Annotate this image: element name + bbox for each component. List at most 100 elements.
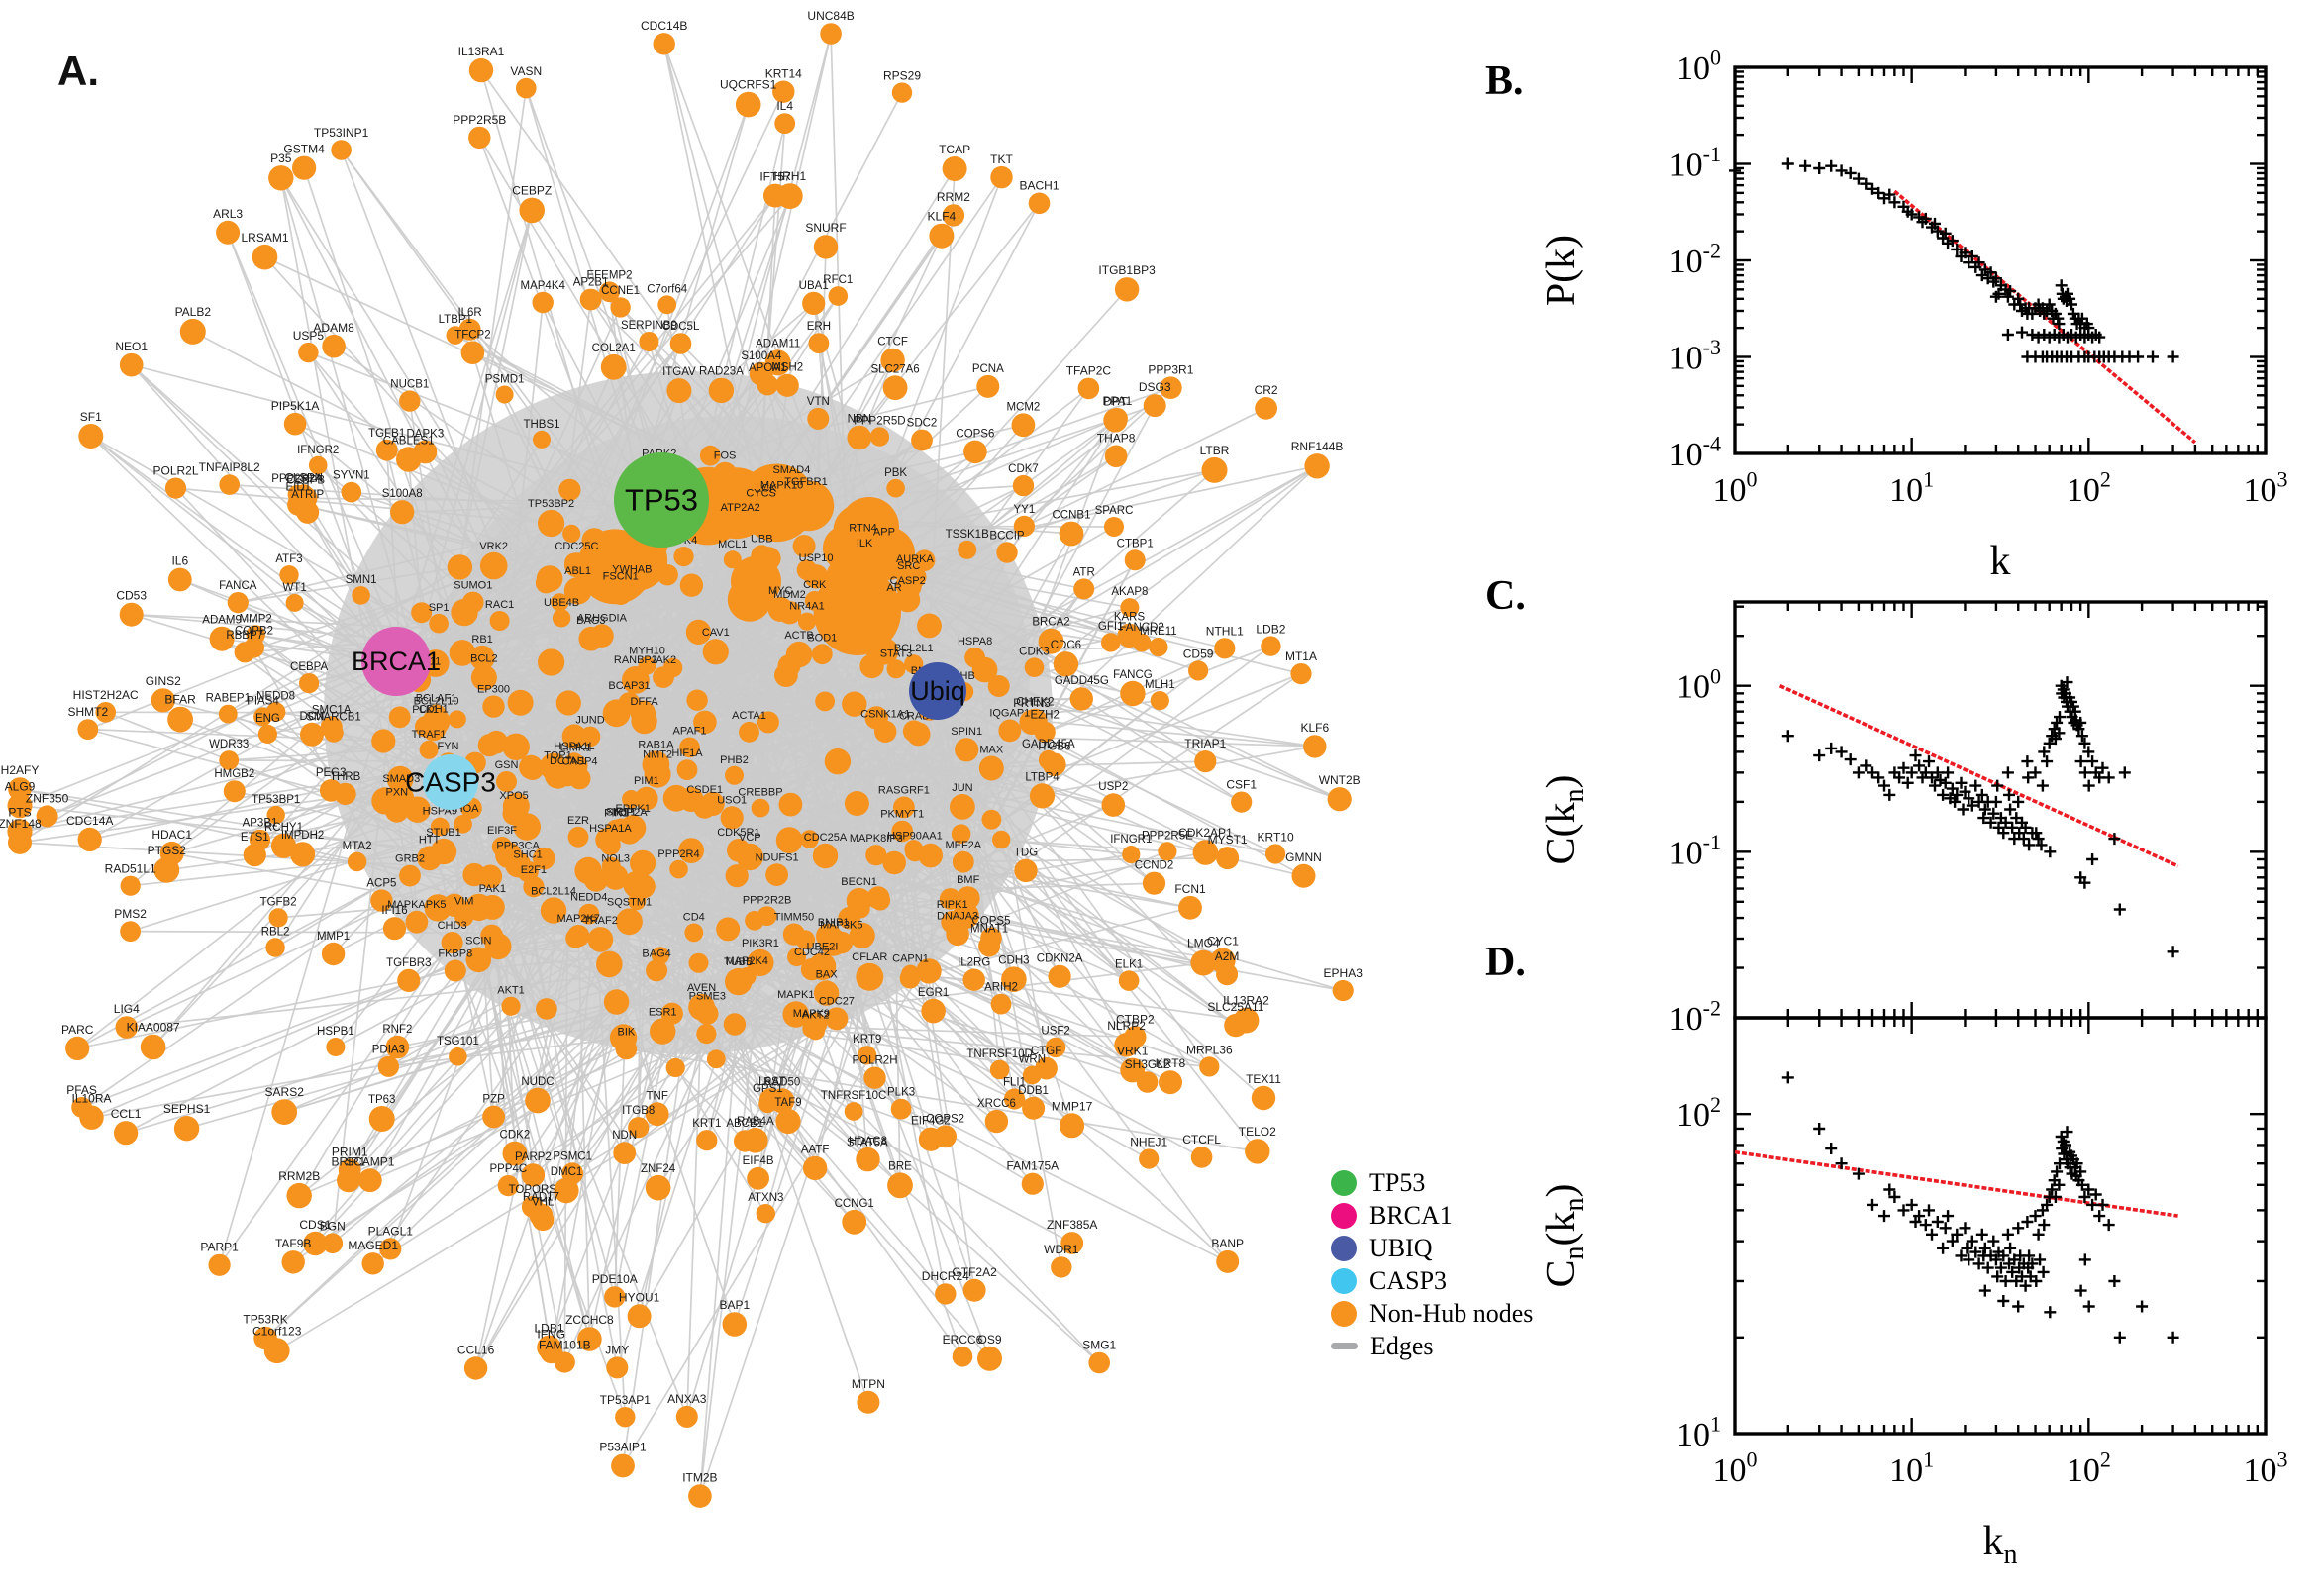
network-node <box>444 959 466 982</box>
network-node-label: CEBPZ <box>512 184 552 198</box>
network-node-label: DFFA <box>631 696 659 708</box>
network-node-label: ITGAV <box>662 366 696 378</box>
network-node <box>564 752 584 772</box>
scatter-point <box>1955 776 1968 789</box>
network-edge <box>909 720 1037 979</box>
network-node <box>673 547 694 567</box>
network-node <box>425 704 448 727</box>
network-node-label: HDAC8 <box>849 1136 887 1147</box>
network-node <box>863 1066 886 1089</box>
network-edge <box>105 711 644 715</box>
network-node <box>886 478 905 498</box>
network-node-label: BECN1 <box>841 876 877 888</box>
network-node <box>1014 858 1038 883</box>
network-node-label: VHL <box>532 1197 555 1209</box>
scatter-point <box>1999 1275 2012 1287</box>
network-node <box>653 666 674 688</box>
network-node <box>167 567 192 592</box>
network-node <box>361 1252 384 1275</box>
network-node-label: PTGS2 <box>148 844 187 857</box>
network-node-label: SCAMP1 <box>346 1154 395 1168</box>
network-node-label: EZH2 <box>1030 710 1059 722</box>
y-tick-label: 10-1 <box>1669 142 1721 183</box>
network-node <box>397 968 421 993</box>
scatter-point <box>1997 827 2010 840</box>
network-node-label: SH3GL2 <box>1125 1057 1170 1071</box>
network-node <box>1104 517 1124 537</box>
network-node-label: TGFBR1 <box>784 476 827 488</box>
network-node-label: A2M <box>1215 949 1240 963</box>
network-node <box>496 771 517 792</box>
network-node <box>1190 949 1217 976</box>
network-node-label: TNFRSF10C <box>821 1090 886 1102</box>
network-node <box>1178 895 1202 920</box>
network-node <box>869 427 890 447</box>
network-node <box>785 641 813 668</box>
network-node <box>901 964 920 984</box>
network-node <box>579 288 602 311</box>
network-node <box>618 692 641 715</box>
network-node-label: RAD17 <box>523 1191 559 1203</box>
network-node <box>951 824 971 844</box>
network-node <box>341 481 362 503</box>
network-node-label: BAP1 <box>719 1298 750 1312</box>
network-node-label: CSNK1A1 <box>860 709 910 721</box>
network-node-label: TCAP <box>939 143 970 156</box>
network-edge <box>227 713 717 1060</box>
network-node <box>1216 963 1239 986</box>
hub-edge <box>90 435 397 662</box>
network-edge <box>478 137 639 561</box>
network-edge <box>125 933 795 1135</box>
scatter-point <box>1897 1204 1910 1217</box>
network-node-label: IFNG <box>537 1327 565 1341</box>
network-node <box>792 535 816 557</box>
scatter-point <box>1997 1295 2010 1307</box>
scatter-point <box>1991 779 2004 792</box>
network-node-label: MLH1 <box>1145 679 1175 691</box>
network-node <box>856 962 884 991</box>
network-node <box>990 993 1012 1015</box>
network-node <box>140 1034 166 1060</box>
network-node-label: E2F1 <box>521 864 547 876</box>
network-node-label: ETS1 <box>241 832 269 844</box>
network-edge <box>699 856 752 1497</box>
network-node <box>616 908 643 936</box>
network-node-label: FANCG <box>1113 669 1153 681</box>
network-node-label: FANCD2 <box>1119 622 1163 634</box>
network-node <box>1022 1065 1042 1085</box>
network-node-label: ADAM9 <box>202 615 242 627</box>
network-node-label: TRIAP1 <box>1184 737 1226 750</box>
scatter-point <box>1987 1235 2000 1247</box>
network-node <box>1150 691 1169 711</box>
network-node <box>978 755 1004 781</box>
network-node-label: TNFRSF10D <box>966 1048 1032 1060</box>
network-node <box>770 491 793 514</box>
scatter-point <box>2061 1126 2073 1139</box>
network-node <box>173 1116 200 1142</box>
scatter-point <box>2022 771 2035 784</box>
network-node-label: RBBP7 <box>226 630 263 642</box>
network-node <box>326 1038 346 1056</box>
network-node-label: VTN <box>807 396 830 408</box>
network-node-label: IL6R <box>457 307 481 319</box>
network-node <box>179 318 206 345</box>
network-node <box>558 478 581 501</box>
network-node-label: DNAJA3 <box>937 911 978 923</box>
hub-label-tp53: TP53 <box>625 483 698 518</box>
scatter-point <box>2006 821 2019 834</box>
network-node <box>540 1341 563 1364</box>
network-node-label: GTF2A2 <box>952 1265 997 1279</box>
scatter-point <box>2006 1265 2019 1278</box>
network-node <box>686 689 708 711</box>
network-node <box>989 1059 1010 1080</box>
scatter-point <box>1966 799 1978 812</box>
network-node <box>164 477 187 499</box>
y-axis-label: C(kn) <box>1539 775 1590 865</box>
scatter-point <box>1978 1242 1991 1254</box>
network-node-label: WRN <box>1019 1054 1046 1066</box>
scatter-point <box>2038 746 2051 758</box>
network-node-label: GSN <box>495 759 519 771</box>
scatter-point <box>2038 1219 2051 1232</box>
scatter-point <box>2078 766 2091 779</box>
network-node-label: SMAD4 <box>772 464 810 476</box>
